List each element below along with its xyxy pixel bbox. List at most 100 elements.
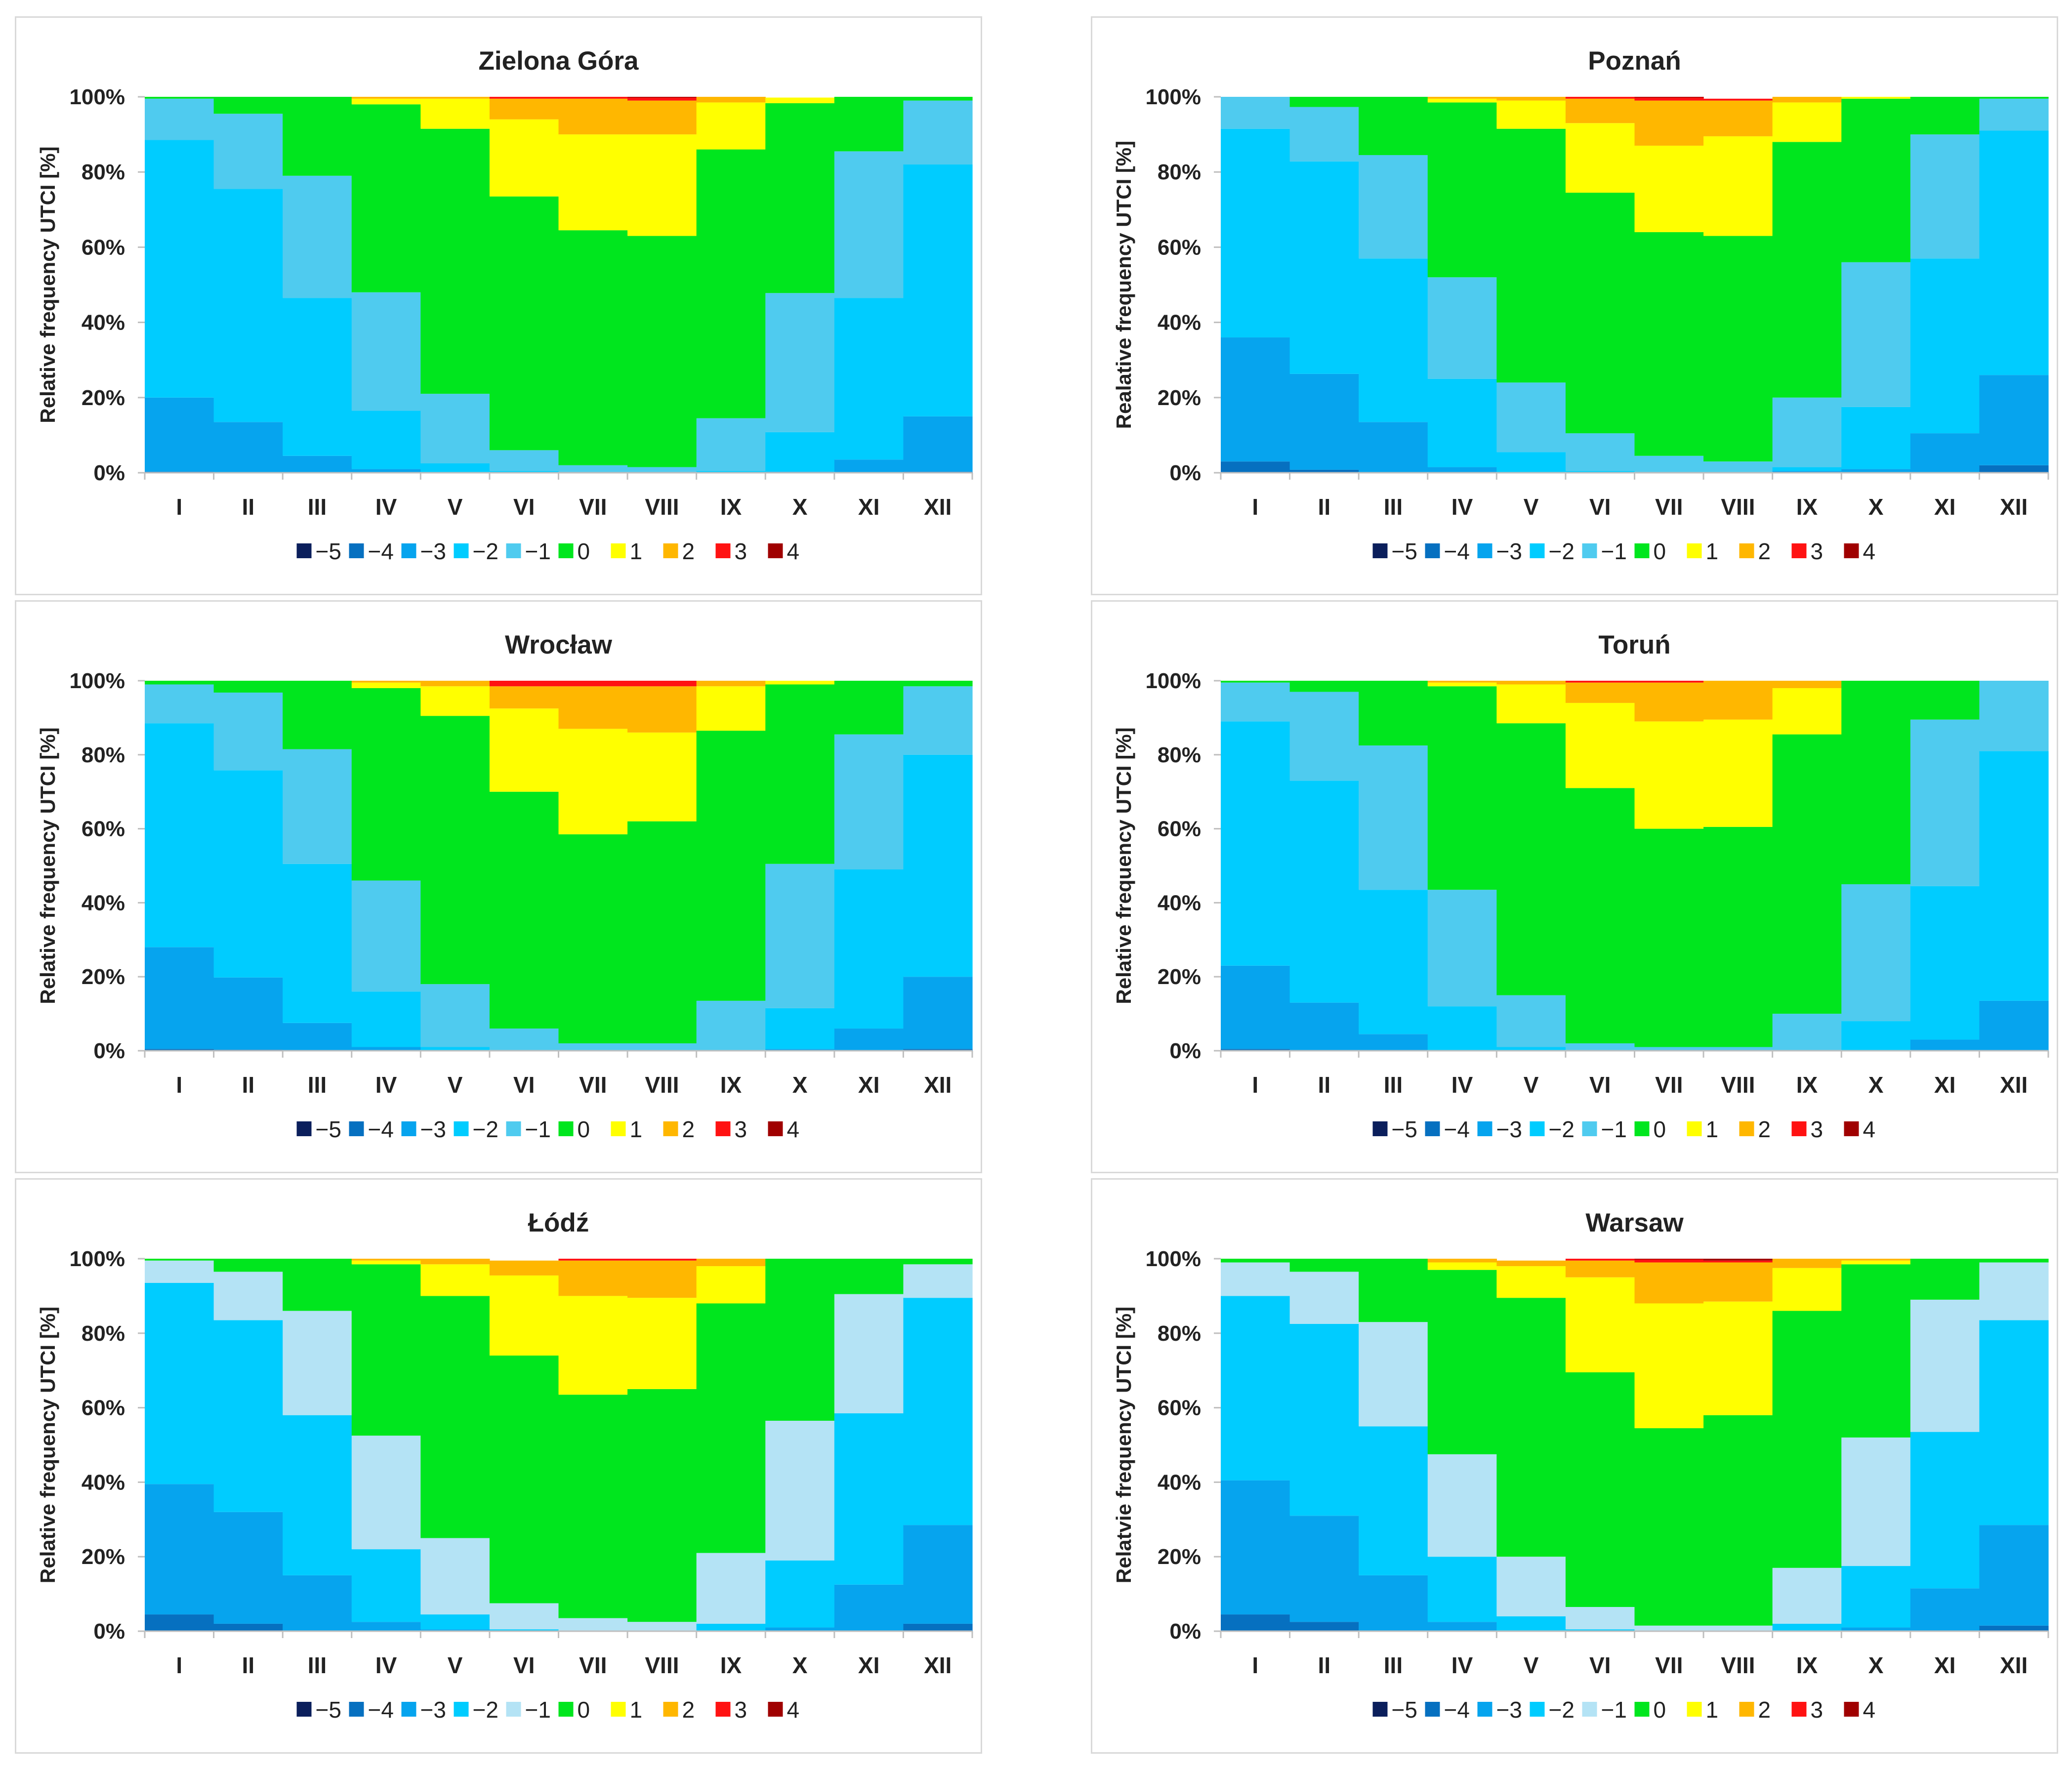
bar-segment-X--2	[765, 1008, 835, 1049]
bar-segment-IX-0	[1772, 734, 1842, 1014]
bar-segment-VI--1	[1565, 1606, 1635, 1630]
bar-segment-IV-1	[1427, 1262, 1497, 1270]
y-tick-label: 0%	[1169, 1619, 1201, 1644]
y-tick-label: 100%	[1145, 1247, 1201, 1271]
legend-swatch	[454, 543, 469, 558]
bar-segment-XI--2	[1910, 1432, 1980, 1589]
legend-label: 4	[787, 538, 800, 564]
bar-segment-VI-1	[1565, 1277, 1635, 1372]
legend-label: −3	[1496, 1697, 1522, 1723]
bar-segment-IX--1	[696, 1553, 766, 1624]
bar-segment-I--4	[145, 1614, 214, 1631]
bar-segment-V-1	[420, 686, 490, 716]
bar-segment-VI--1	[489, 450, 559, 471]
bar-segment-VI-1	[489, 119, 559, 197]
x-tick-label: XI	[1934, 1652, 1955, 1678]
bar-segment-VIII-3	[627, 1259, 697, 1261]
bar-segment-II--3	[1289, 1002, 1359, 1051]
y-tick-label: 80%	[82, 743, 125, 767]
legend-swatch	[1844, 1702, 1859, 1717]
chart-title: Toruń	[1598, 630, 1670, 659]
legend-swatch	[454, 1121, 469, 1136]
bar-segment-IV--1	[1427, 890, 1497, 1007]
bar-segment-IV-0	[1427, 1270, 1497, 1454]
bar-segment-IX--2	[1772, 1623, 1842, 1631]
bar-segment-VIII-2	[627, 1260, 697, 1298]
x-tick-label: III	[308, 1072, 327, 1098]
bar-segment-III--3	[1359, 1034, 1428, 1051]
y-tick-label: 40%	[1158, 311, 1201, 335]
bar-segment-I--1	[145, 1260, 214, 1283]
bar-segment-X--2	[765, 1560, 835, 1628]
x-tick-label: VII	[1655, 494, 1683, 520]
bar-segment-VII-1	[1634, 145, 1704, 232]
bar-segment-I--1	[145, 684, 214, 724]
bar-segment-XI--3	[834, 459, 904, 473]
bar-segment-VIII-1	[627, 732, 697, 822]
bar-segment-XII--1	[903, 1264, 973, 1298]
bar-segment-II--2	[213, 1320, 283, 1512]
bar-segment-VII-0	[1634, 1428, 1704, 1626]
legend-label: 2	[682, 1697, 695, 1723]
legend-label: −1	[1601, 1116, 1627, 1142]
bar-segment-IV--1	[1427, 1454, 1497, 1557]
bar-segment-VII-0	[558, 834, 628, 1044]
bar-segment-VI-2	[489, 686, 559, 709]
bar-segment-I--2	[145, 723, 214, 947]
y-tick-label: 100%	[1145, 669, 1201, 693]
legend-label: 1	[1706, 1697, 1719, 1723]
bar-segment-XI-0	[834, 1259, 904, 1294]
x-tick-label: II	[242, 494, 255, 520]
bar-segment-VI--2	[1565, 471, 1635, 473]
legend-swatch	[558, 543, 574, 558]
bar-segment-XI-0	[1910, 97, 1980, 135]
chart-panel-poznan: Poznań Realative frequency UTCI [%] 0% 20% 4…	[1091, 16, 2058, 595]
bar-segment-II--3	[213, 422, 283, 473]
bar-segment-III-0	[1359, 681, 1428, 746]
legend-swatch	[1739, 1121, 1754, 1136]
y-axis-label: Relative frequency UTCI [%]	[1112, 727, 1135, 1004]
bar-segment-I-0	[1221, 1259, 1290, 1263]
bar-segment-IX-0	[1772, 1311, 1842, 1568]
bar-segment-VI-0	[489, 1356, 559, 1604]
legend-label: 0	[1654, 538, 1666, 564]
bar-segment-X-2	[1841, 1259, 1911, 1261]
x-tick-label: VIII	[645, 1652, 679, 1678]
bar-segment-VI--2	[489, 1629, 559, 1631]
bar-segment-VII-2	[558, 98, 628, 135]
legend-label: 3	[1811, 538, 1823, 564]
bar-segment-III--3	[283, 1575, 352, 1631]
bar-segment-XII--4	[903, 1623, 973, 1631]
bar-segment-III--2	[1359, 258, 1428, 422]
bar-segment-IX-1	[696, 102, 766, 150]
y-tick-label: 40%	[82, 891, 125, 915]
bar-segment-IX-0	[696, 731, 766, 1001]
bar-segment-II--1	[1289, 692, 1359, 781]
bar-segment-X-0	[1841, 98, 1911, 262]
bar-segment-I--3	[145, 1484, 214, 1615]
chart-panel-zielona-gora: Zielona Góra Relative frequency UTCI [%] 0…	[15, 16, 982, 595]
legend-swatch	[1372, 1702, 1388, 1717]
bar-segment-XII--3	[1979, 1000, 2049, 1051]
bar-segment-IX--1	[696, 1000, 766, 1051]
bar-segment-IV-0	[1427, 102, 1497, 278]
bar-segment-IV--3	[1427, 1622, 1497, 1631]
bar-segment-II--2	[1289, 781, 1359, 1003]
legend-swatch	[1582, 543, 1597, 558]
chart-svg: Poznań Realative frequency UTCI [%] 0% 20% 4…	[1112, 46, 2049, 564]
bar-segment-VI-2	[1565, 682, 1635, 703]
x-tick-label: IV	[1451, 1652, 1473, 1678]
legend-swatch	[349, 1702, 364, 1717]
legend-swatch	[401, 1121, 416, 1136]
bar-segment-VI-3	[1565, 97, 1635, 99]
bar-segment-VII-2	[558, 1260, 628, 1296]
bar-segment-X--2	[765, 432, 835, 472]
bar-segment-VIII--1	[627, 467, 697, 473]
bar-segment-IV--2	[351, 411, 421, 469]
bar-segment-III--3	[1359, 422, 1428, 473]
legend-label: 4	[1863, 1697, 1876, 1723]
bar-segment-IV-1	[1427, 682, 1497, 687]
legend-swatch	[768, 543, 783, 558]
bar-segment-X-1	[1841, 97, 1911, 99]
bar-segment-VIII--1	[1703, 1625, 1773, 1631]
